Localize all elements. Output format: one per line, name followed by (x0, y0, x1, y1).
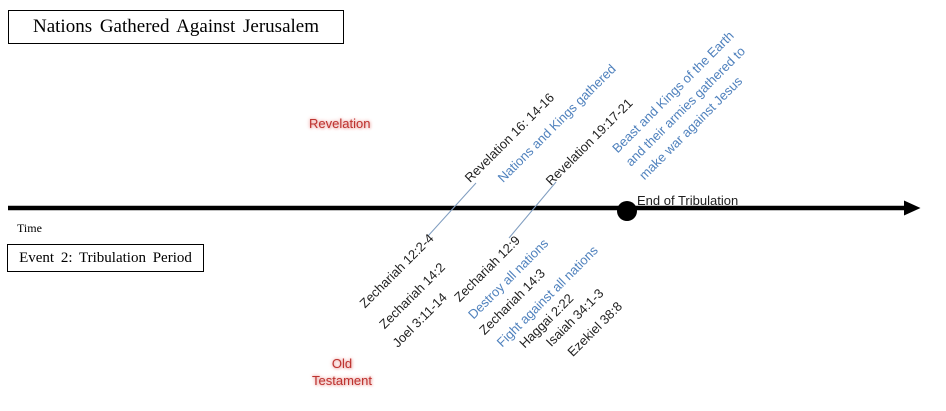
event-box: Event 2: Tribulation Period (7, 244, 204, 272)
connector-line-right (508, 181, 557, 239)
time-axis-label: Time (17, 221, 42, 235)
timeline-arrowhead-icon (904, 200, 921, 216)
era-tag-old-testament: Old Testament (300, 355, 384, 389)
connector-line-left (427, 182, 477, 237)
page-title: Nations Gathered Against Jerusalem (32, 16, 319, 37)
title-box: Nations Gathered Against Jerusalem (8, 10, 344, 44)
era-tag-old-testament-line1: Old (331, 356, 353, 371)
end-of-tribulation-label: End of Tribulation (637, 193, 739, 208)
era-tag-old-testament-line2: Testament (312, 373, 372, 388)
event-label: Event 2: Tribulation Period (19, 249, 192, 266)
end-of-tribulation-dot (617, 201, 637, 221)
era-tag-revelation: Revelation (309, 116, 371, 131)
